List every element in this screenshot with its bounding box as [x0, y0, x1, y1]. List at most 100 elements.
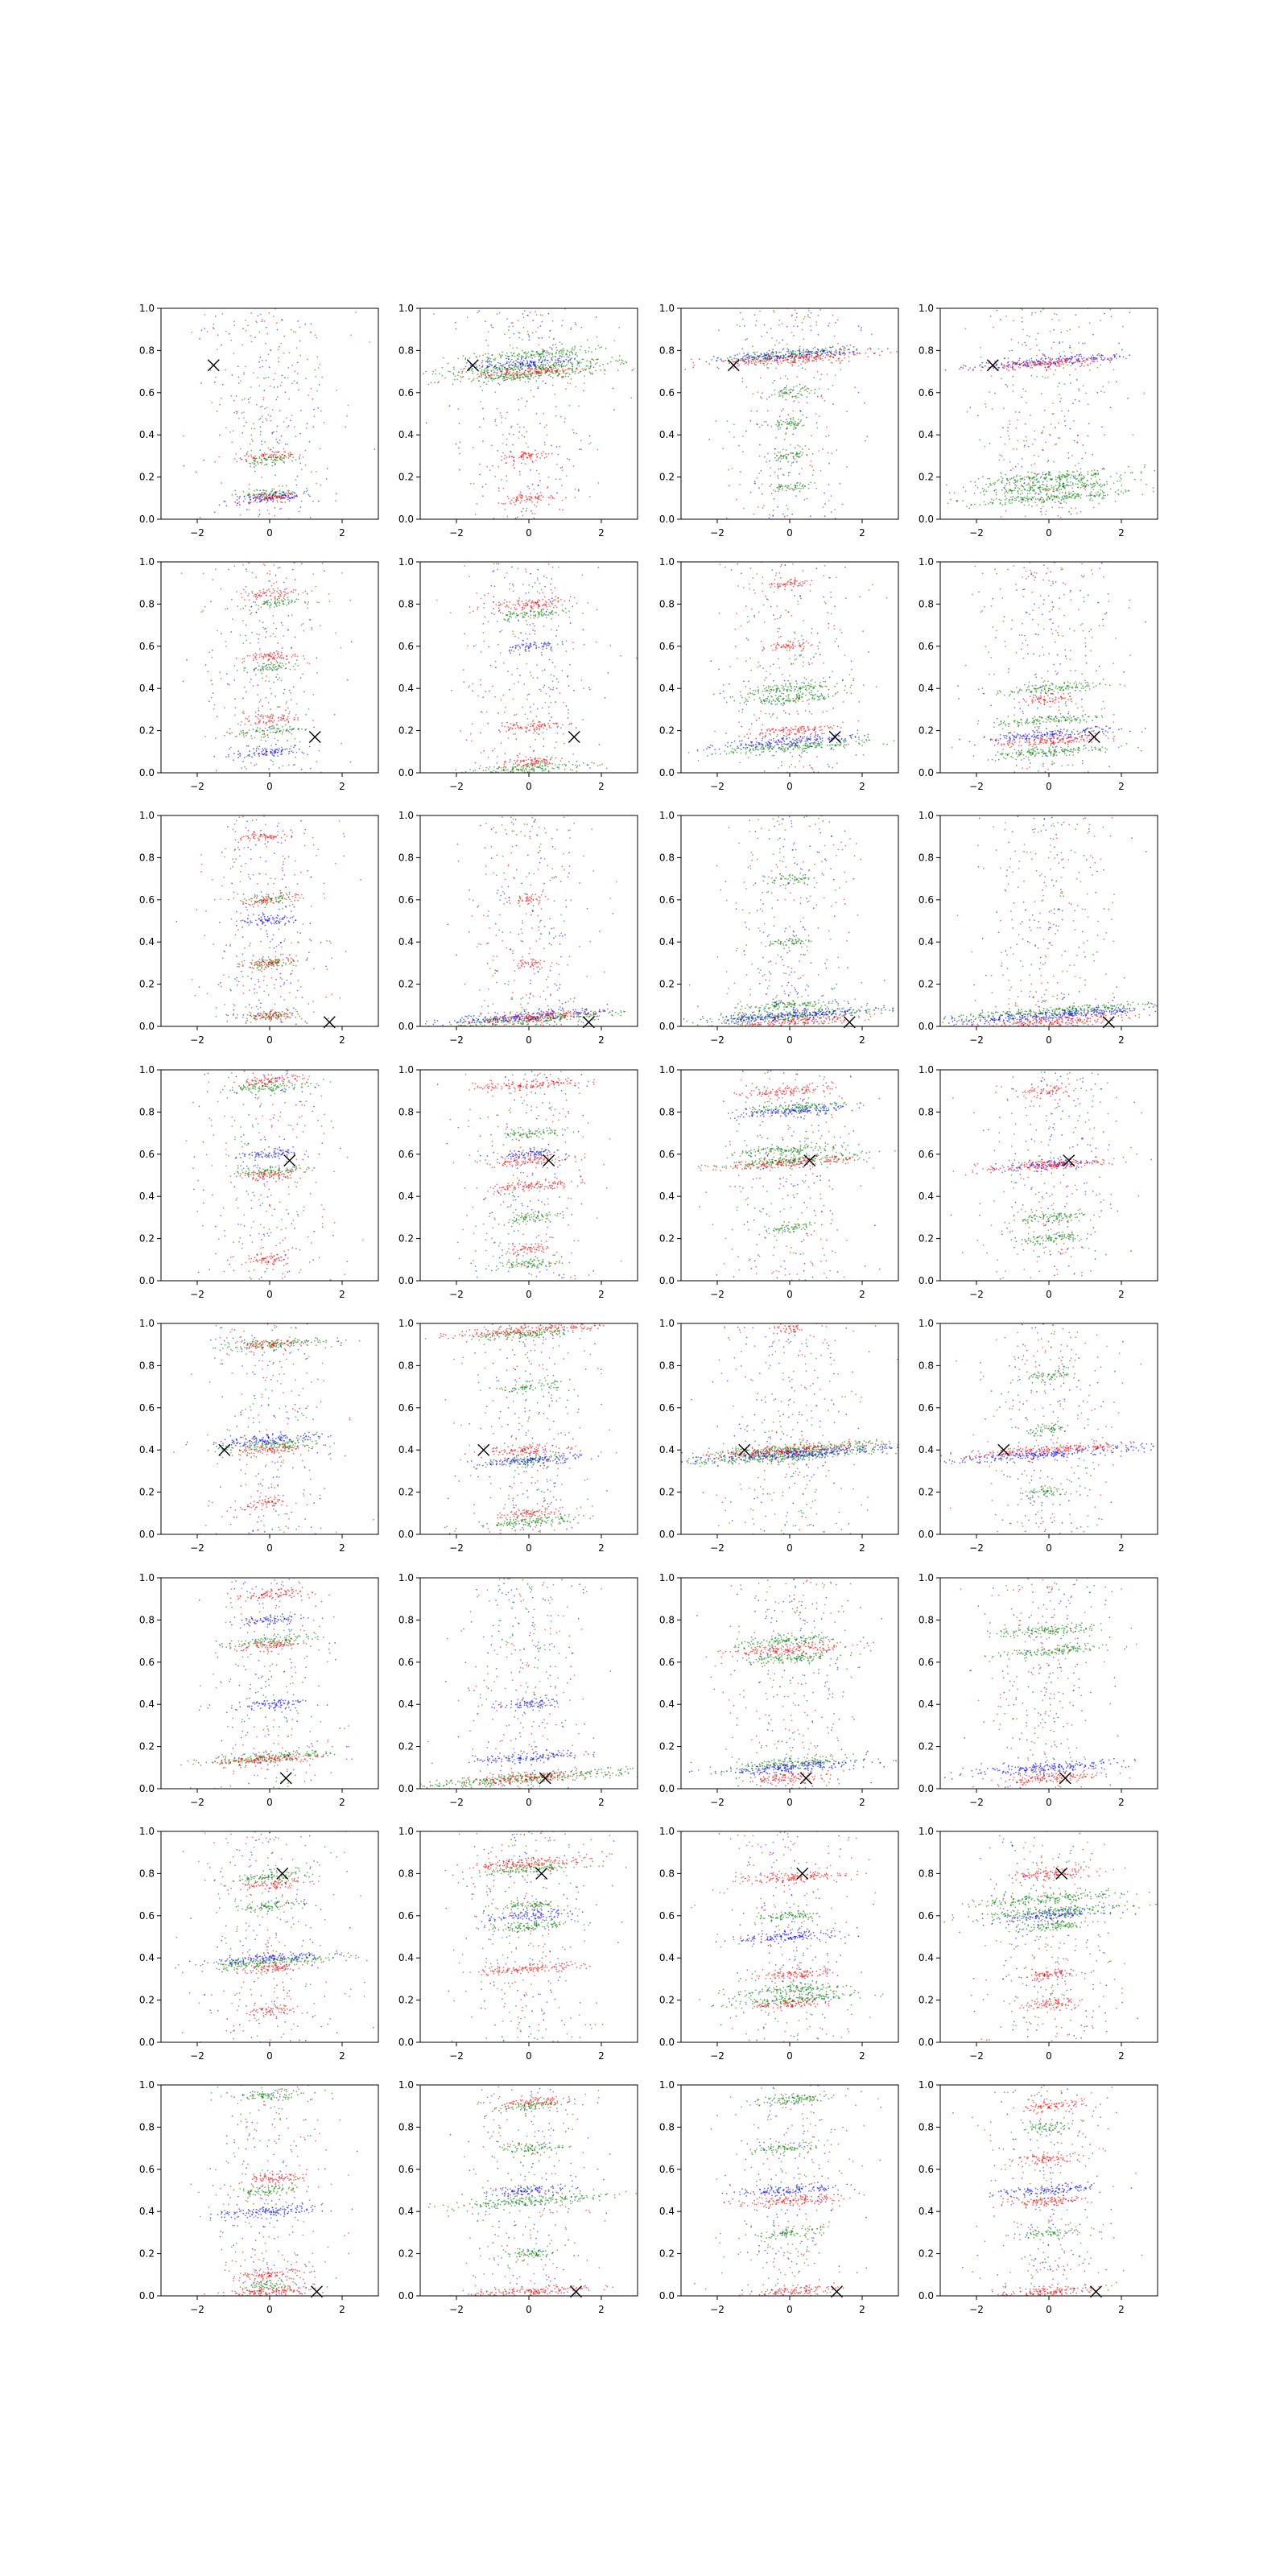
scatter-point — [1011, 498, 1013, 500]
scatter-point — [264, 715, 266, 716]
scatter-point — [254, 737, 256, 739]
scatter-point — [1083, 360, 1084, 362]
scatter-point — [1038, 500, 1041, 502]
scatter-point — [1082, 482, 1084, 485]
scatter-point — [281, 663, 283, 665]
scatter-point — [630, 397, 632, 399]
scatter-point — [1073, 361, 1075, 364]
scatter-point — [1011, 363, 1013, 365]
scatter-point — [1058, 497, 1060, 499]
scatter-point — [1051, 506, 1054, 509]
scatter-point — [792, 410, 794, 412]
scatter-point — [1025, 436, 1027, 438]
scatter-point — [517, 320, 519, 321]
scatter-point — [1096, 469, 1099, 472]
scatter-point — [226, 608, 229, 609]
scatter-point — [221, 482, 223, 484]
scatter-point — [547, 370, 549, 373]
scatter-point — [295, 459, 297, 461]
scatter-point — [555, 367, 557, 369]
scatter-point — [770, 358, 771, 361]
scatter-point — [877, 348, 880, 350]
scatter-point — [745, 356, 747, 358]
scatter-point — [1045, 477, 1046, 479]
scatter-point — [1075, 368, 1076, 370]
scatter-point — [254, 754, 256, 756]
scatter-point — [786, 355, 789, 357]
scatter-point — [512, 347, 514, 349]
scatter-point — [1085, 495, 1088, 497]
scatter-point — [1065, 361, 1067, 363]
scatter-point — [1081, 361, 1084, 362]
scatter-point — [618, 359, 621, 361]
scatter-point — [568, 360, 569, 361]
scatter-point — [801, 356, 803, 358]
scatter-point — [297, 320, 299, 322]
scatter-point — [793, 395, 795, 398]
scatter-point — [574, 497, 576, 498]
scatter-point — [493, 374, 496, 376]
scatter-point — [1030, 365, 1033, 367]
scatter-point — [1086, 483, 1088, 485]
scatter-point — [287, 707, 289, 708]
scatter-point — [826, 374, 828, 375]
scatter-point — [735, 357, 737, 360]
y-tick-label: 0.4 — [659, 429, 675, 440]
scatter-point — [770, 425, 773, 427]
scatter-point — [1062, 498, 1064, 500]
scatter-point — [1019, 480, 1022, 482]
scatter-point — [512, 364, 514, 366]
scatter-point — [1092, 354, 1094, 357]
scatter-point — [543, 413, 545, 415]
scatter-point — [543, 451, 544, 452]
scatter-point — [504, 367, 506, 369]
scatter-point — [277, 755, 279, 757]
scatter-point — [814, 392, 815, 394]
scatter-point — [1110, 316, 1113, 318]
scatter-point — [778, 363, 779, 365]
scatter-point — [1080, 479, 1083, 481]
scatter-point — [849, 352, 851, 353]
scatter-point — [225, 646, 227, 647]
scatter-point — [786, 419, 788, 420]
scatter-point — [1104, 494, 1106, 497]
scatter-point — [292, 751, 294, 753]
scatter-point — [498, 312, 501, 314]
scatter-point — [798, 487, 800, 489]
scatter-point — [299, 506, 302, 508]
scatter-point — [253, 748, 254, 749]
scatter-point — [1140, 479, 1142, 481]
scatter-point — [795, 455, 798, 457]
scatter-point — [1047, 460, 1050, 461]
scatter-point — [1007, 361, 1009, 363]
scatter-point — [232, 430, 234, 432]
scatter-point — [808, 392, 811, 394]
scatter-point — [244, 732, 246, 734]
scatter-point — [1048, 498, 1051, 500]
scatter-point — [532, 377, 535, 379]
scatter-point — [610, 361, 612, 363]
scatter-point — [1055, 488, 1058, 490]
scatter-point — [242, 490, 245, 493]
scatter-point — [600, 369, 602, 371]
scatter-point — [1050, 489, 1051, 490]
scatter-point — [991, 408, 993, 410]
scatter-point — [525, 375, 526, 378]
scatter-point — [733, 357, 736, 359]
scatter-point — [304, 729, 307, 731]
scatter-point — [315, 376, 317, 378]
scatter-point — [1067, 497, 1069, 499]
scatter-point — [259, 417, 262, 419]
scatter-point — [269, 668, 270, 671]
scatter-point — [1058, 361, 1060, 363]
scatter-point — [544, 369, 547, 372]
scatter-point — [1018, 359, 1020, 361]
scatter-point — [589, 365, 592, 368]
scatter-point — [531, 332, 534, 334]
scatter-point — [1071, 455, 1073, 456]
scatter-point — [288, 497, 290, 499]
scatter-point — [291, 729, 293, 730]
scatter-point — [522, 454, 524, 456]
scatter-point — [299, 326, 301, 328]
scatter-point — [511, 354, 513, 357]
